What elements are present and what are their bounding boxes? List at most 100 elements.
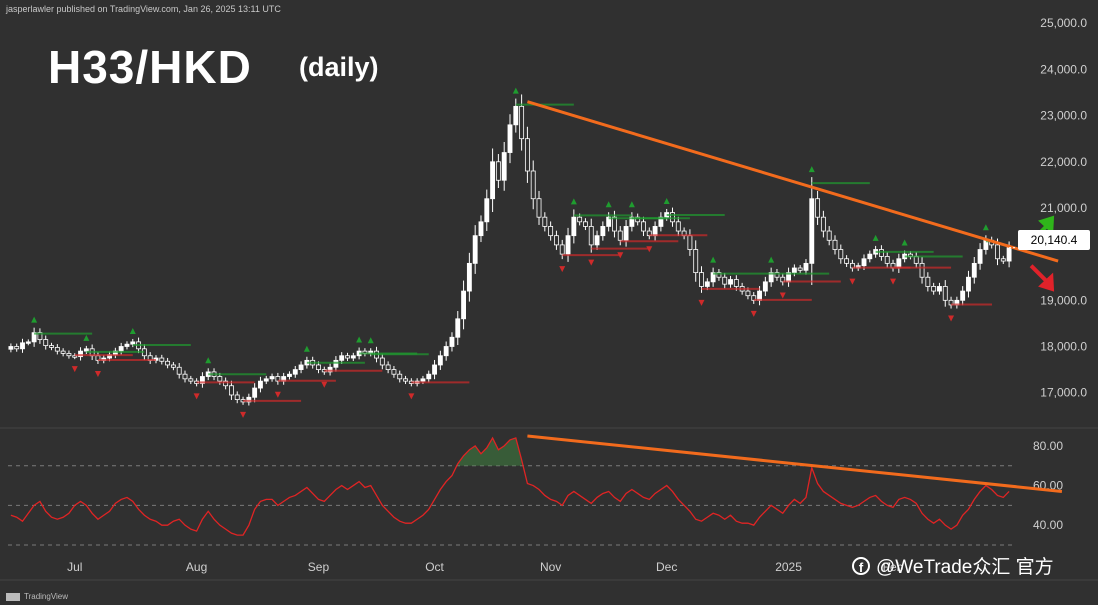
candle-down xyxy=(925,276,931,287)
price-axis-tick-label: 21,000.0 xyxy=(1040,201,1087,215)
candle-up xyxy=(339,355,345,361)
candle-down xyxy=(699,272,704,287)
candle-down xyxy=(385,364,391,370)
pivot-high-marker xyxy=(663,197,670,204)
candle-up xyxy=(484,198,490,223)
candle-down xyxy=(37,332,43,340)
pivot-low-marker xyxy=(408,393,415,400)
price-axis-tick-label: 23,000.0 xyxy=(1040,109,1087,123)
pivot-high-marker xyxy=(83,334,90,341)
candle-up xyxy=(791,267,797,274)
candle-up xyxy=(258,380,263,389)
candle-up xyxy=(977,249,983,264)
tradingview-logo: TradingView xyxy=(6,592,68,601)
candle-down xyxy=(548,226,554,237)
candle-down xyxy=(519,105,525,140)
candle-down xyxy=(403,378,408,382)
pivot-high-marker xyxy=(129,327,136,334)
candle-down xyxy=(844,258,850,264)
candle-down xyxy=(687,235,693,250)
candle-up xyxy=(606,216,612,227)
candle-up xyxy=(768,272,774,283)
candle-up xyxy=(333,359,339,368)
candle-down xyxy=(948,299,954,306)
candle-up xyxy=(420,378,426,382)
time-axis-tick-label: Oct xyxy=(425,560,444,574)
candle-down xyxy=(815,198,821,218)
candle-down xyxy=(391,369,397,375)
candle-up xyxy=(8,346,14,350)
rsi-trendline xyxy=(527,434,1063,493)
candle-down xyxy=(217,376,223,382)
candle-up xyxy=(710,272,716,283)
pivot-low-marker xyxy=(849,278,856,285)
candle-up xyxy=(455,318,461,338)
candle-down xyxy=(878,249,884,257)
candle-down xyxy=(170,364,176,368)
candle-up xyxy=(350,355,356,359)
pivot-high-marker xyxy=(982,224,989,231)
pivot-low-marker xyxy=(240,411,247,418)
candle-down xyxy=(641,221,646,232)
rsi-line xyxy=(10,436,1010,536)
candle-up xyxy=(600,226,606,237)
candle-down xyxy=(617,230,623,241)
candle-up xyxy=(704,281,710,287)
candle-up xyxy=(478,221,484,237)
candle-up xyxy=(252,387,258,398)
candle-down xyxy=(223,380,229,387)
candle-up xyxy=(31,332,37,343)
time-axis-tick-label: Dec xyxy=(656,560,677,574)
candle-down xyxy=(838,249,844,260)
candle-down xyxy=(43,339,49,346)
pivot-high-marker xyxy=(367,337,374,344)
tradingview-brand: TradingView xyxy=(24,592,69,601)
price-axis-tick-label: 25,000.0 xyxy=(1040,16,1087,30)
candle-down xyxy=(577,216,583,223)
pivot-high-marker xyxy=(710,256,717,263)
candle-up xyxy=(861,258,867,267)
candle-down xyxy=(14,346,20,350)
candle-up xyxy=(809,198,815,264)
candle-up xyxy=(199,376,205,384)
candle-up xyxy=(449,336,455,347)
chart-subtitle: (daily) xyxy=(299,52,379,82)
candle-down xyxy=(188,378,194,382)
pivot-high-marker xyxy=(570,198,577,205)
candle-down xyxy=(995,244,1000,260)
pivot-low-marker xyxy=(948,315,955,322)
candle-down xyxy=(745,290,751,297)
candle-down xyxy=(670,212,675,223)
rsi-axis-tick-label: 40.00 xyxy=(1033,518,1063,532)
candle-up xyxy=(298,364,304,370)
watermark: f @WeTrade众汇 官方 xyxy=(852,552,1054,579)
time-axis-tick-label: Sep xyxy=(308,560,330,574)
candle-down xyxy=(612,216,617,232)
pivot-low-marker xyxy=(890,278,897,285)
candle-up xyxy=(867,253,873,260)
candle-down xyxy=(66,353,72,357)
candle-up xyxy=(437,355,443,366)
candle-up xyxy=(623,226,629,241)
publisher-caption: jasperlawler published on TradingView.co… xyxy=(6,4,281,14)
candle-down xyxy=(182,373,188,380)
candle-up xyxy=(426,373,432,380)
time-axis-tick-label: 2025 xyxy=(775,560,802,574)
candle-down xyxy=(536,198,542,218)
candle-up xyxy=(443,346,449,357)
candle-down xyxy=(1000,258,1006,262)
candle-up xyxy=(246,396,252,403)
candle-down xyxy=(159,357,165,362)
price-resistance-trendline xyxy=(526,100,1059,263)
candle-up xyxy=(971,262,977,278)
candle-up xyxy=(507,124,513,153)
candle-down xyxy=(49,345,54,348)
watermark-text: @WeTrade众汇 官方 xyxy=(876,557,1054,578)
candle-up xyxy=(728,279,733,285)
pivot-low-marker xyxy=(617,252,624,259)
candle-up xyxy=(263,378,269,382)
candle-down xyxy=(774,272,780,278)
candle-up xyxy=(472,235,478,264)
candle-down xyxy=(797,267,803,271)
pivot-low-marker xyxy=(274,391,281,398)
